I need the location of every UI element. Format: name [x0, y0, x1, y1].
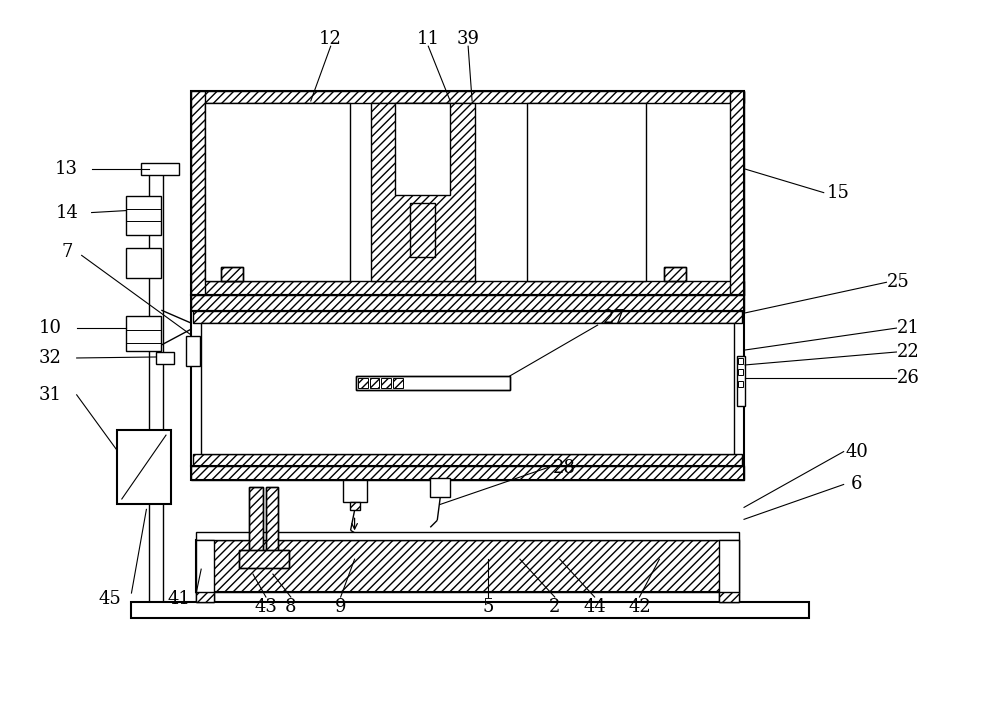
Bar: [738, 369, 743, 375]
Bar: [131, 602, 809, 618]
Text: 26: 26: [897, 369, 920, 387]
Bar: [191, 465, 744, 481]
Bar: [664, 268, 686, 282]
Bar: [527, 103, 646, 282]
Bar: [191, 465, 744, 481]
Bar: [410, 203, 435, 258]
Bar: [239, 551, 289, 568]
Text: 31: 31: [38, 386, 61, 404]
Text: 40: 40: [845, 443, 868, 460]
Text: 42: 42: [628, 598, 651, 616]
Bar: [201, 323, 734, 453]
Bar: [719, 540, 739, 602]
Bar: [664, 268, 686, 282]
Bar: [350, 503, 360, 510]
Bar: [381, 378, 391, 388]
Bar: [191, 295, 744, 311]
Bar: [191, 91, 205, 295]
Bar: [356, 376, 510, 390]
Text: 2: 2: [549, 598, 560, 616]
Bar: [196, 540, 214, 602]
Text: 14: 14: [55, 203, 78, 222]
Bar: [193, 311, 742, 323]
Text: 28: 28: [553, 458, 576, 477]
Bar: [343, 481, 367, 503]
Bar: [719, 592, 739, 602]
Bar: [196, 540, 739, 592]
Bar: [156, 352, 174, 364]
Text: 15: 15: [827, 184, 850, 201]
Bar: [266, 487, 278, 553]
Bar: [221, 268, 243, 282]
Bar: [730, 91, 744, 295]
Bar: [393, 378, 403, 388]
Text: 9: 9: [335, 598, 346, 616]
Bar: [117, 429, 171, 504]
Text: 6: 6: [851, 475, 862, 494]
Text: 22: 22: [897, 343, 920, 361]
Text: 25: 25: [887, 273, 910, 291]
Bar: [191, 282, 744, 295]
Text: 7: 7: [61, 244, 72, 261]
Bar: [356, 376, 510, 390]
Bar: [186, 336, 200, 366]
Bar: [737, 356, 745, 406]
Bar: [126, 196, 161, 235]
Bar: [738, 358, 743, 364]
Text: 45: 45: [98, 590, 121, 608]
Bar: [249, 487, 263, 553]
Text: 44: 44: [583, 598, 606, 616]
Bar: [738, 381, 743, 387]
Text: 41: 41: [168, 590, 191, 608]
Bar: [358, 378, 368, 388]
Bar: [266, 487, 278, 553]
Bar: [191, 311, 744, 465]
Bar: [196, 532, 739, 540]
Bar: [239, 551, 289, 568]
Bar: [371, 103, 475, 282]
Bar: [196, 540, 739, 592]
Bar: [430, 477, 450, 498]
Bar: [191, 91, 744, 295]
Bar: [395, 103, 450, 194]
Text: 8: 8: [285, 598, 297, 616]
Bar: [193, 453, 742, 465]
Text: 39: 39: [457, 30, 480, 49]
Bar: [191, 295, 744, 311]
Bar: [141, 163, 179, 175]
Text: 12: 12: [319, 30, 342, 49]
Bar: [126, 249, 161, 278]
Text: 43: 43: [254, 598, 277, 616]
Text: 21: 21: [897, 319, 920, 337]
Text: 27: 27: [603, 309, 626, 327]
Bar: [370, 378, 379, 388]
Text: 13: 13: [55, 160, 78, 177]
Bar: [126, 316, 161, 351]
Text: 10: 10: [38, 319, 61, 337]
Bar: [249, 487, 263, 553]
Bar: [221, 268, 243, 282]
Text: 5: 5: [482, 598, 494, 616]
Text: 32: 32: [38, 349, 61, 367]
Bar: [196, 592, 214, 602]
Bar: [205, 103, 350, 282]
Text: 11: 11: [417, 30, 440, 49]
Bar: [191, 91, 744, 103]
